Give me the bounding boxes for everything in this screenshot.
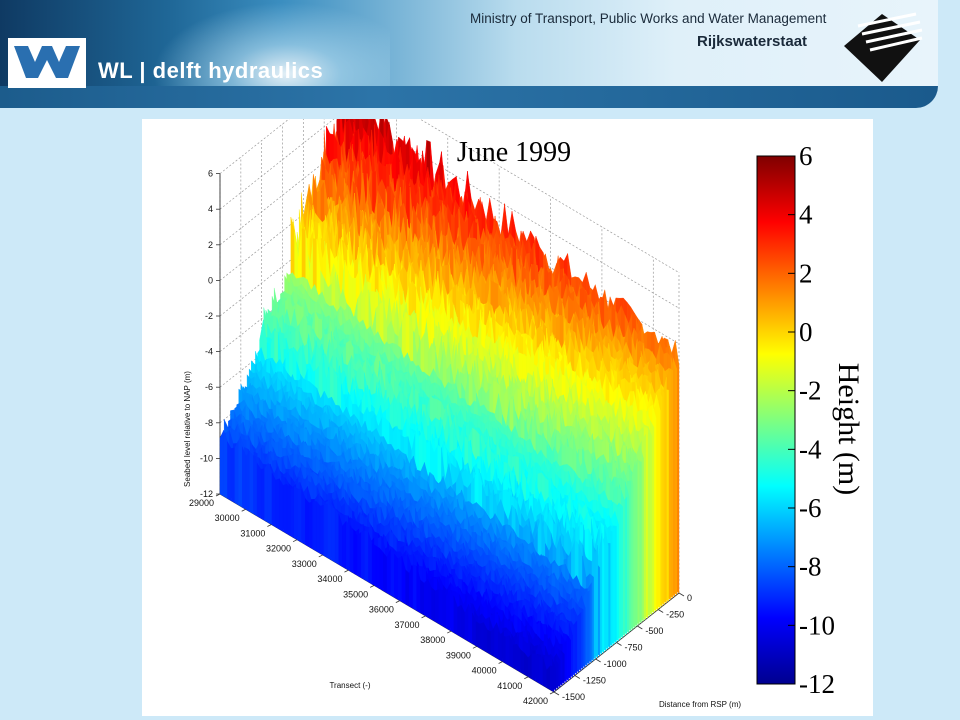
wl-logo — [8, 38, 86, 88]
grid-line — [219, 252, 680, 451]
agency-name: Rijkswaterstaat — [697, 33, 808, 50]
banner-strip — [0, 86, 938, 108]
header-banner: WL | delft hydraulics Ministry of Transp… — [0, 0, 938, 108]
rijkswaterstaat-logo — [844, 12, 923, 82]
ministry-title: Ministry of Transport, Public Works and … — [470, 11, 827, 26]
figure-panel: 6 4 2 0 -2 -4 -6 -8 -10 -12 29000 30000 31000 32000 3… — [142, 119, 873, 716]
company-name: WL | delft hydraulics — [98, 58, 324, 83]
grid-line — [219, 119, 680, 273]
